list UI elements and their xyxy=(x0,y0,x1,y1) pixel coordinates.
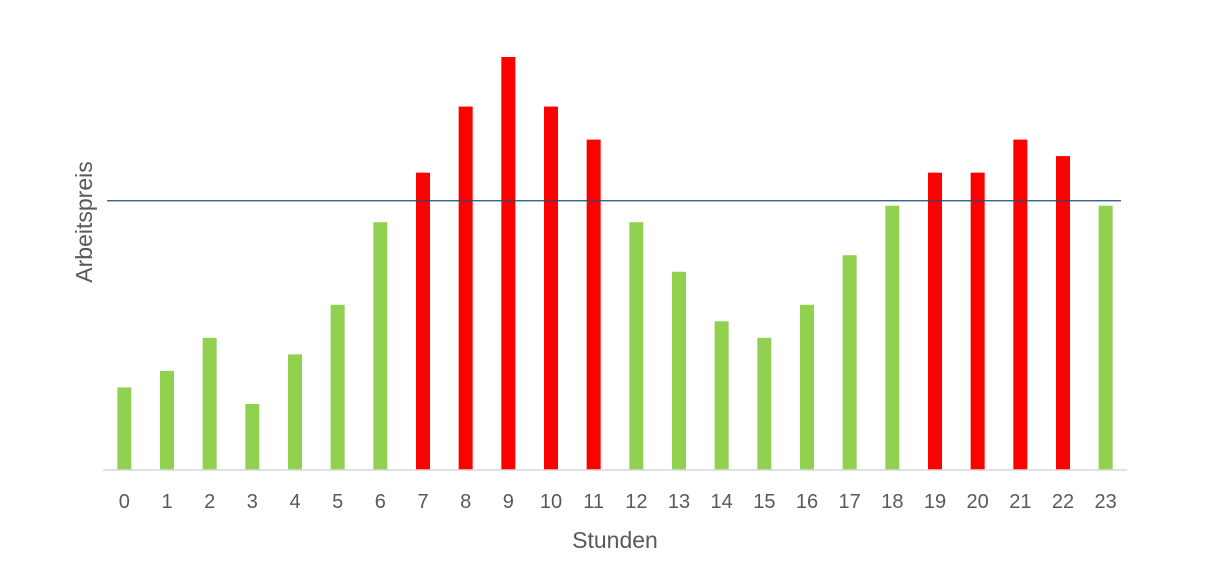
x-tick-label-19: 19 xyxy=(924,491,946,513)
x-tick-label-17: 17 xyxy=(839,491,861,513)
x-tick-label-5: 5 xyxy=(332,491,343,513)
x-tick-label-10: 10 xyxy=(540,491,562,513)
x-tick-label-8: 8 xyxy=(460,491,471,513)
bar-hour-14 xyxy=(714,321,729,470)
x-tick-label-6: 6 xyxy=(375,491,386,513)
bar-hour-21 xyxy=(1013,139,1028,470)
bar-hour-11 xyxy=(586,139,601,470)
bars-layer xyxy=(117,57,1113,470)
x-axis-title: Stunden xyxy=(572,527,658,553)
x-tick-label-13: 13 xyxy=(668,491,690,513)
bar-hour-4 xyxy=(288,354,302,470)
bar-hour-1 xyxy=(160,370,174,470)
bar-hour-9 xyxy=(501,57,516,470)
x-tick-label-3: 3 xyxy=(247,491,258,513)
x-tick-label-21: 21 xyxy=(1009,491,1031,513)
bar-hour-6 xyxy=(373,222,388,470)
x-tick-label-15: 15 xyxy=(753,491,775,513)
bar-hour-16 xyxy=(800,304,814,470)
bar-hour-17 xyxy=(842,255,857,470)
x-tick-label-20: 20 xyxy=(967,491,989,513)
y-axis-title: Arbeitspreis xyxy=(71,161,97,282)
x-tick-label-0: 0 xyxy=(119,491,130,513)
x-tick-label-12: 12 xyxy=(625,491,647,513)
x-tick-label-9: 9 xyxy=(503,491,514,513)
bar-hour-7 xyxy=(416,172,430,470)
bar-hour-0 xyxy=(117,387,132,470)
bar-hour-19 xyxy=(928,172,942,470)
x-tick-label-16: 16 xyxy=(796,491,818,513)
bar-hour-15 xyxy=(757,337,772,470)
bar-hour-18 xyxy=(885,205,900,470)
x-tick-label-7: 7 xyxy=(417,491,428,513)
x-tick-label-1: 1 xyxy=(161,491,172,513)
x-tick-label-2: 2 xyxy=(204,491,215,513)
bar-hour-22 xyxy=(1056,156,1070,470)
bar-hour-13 xyxy=(672,271,686,470)
bar-hour-12 xyxy=(629,222,644,470)
bar-hour-20 xyxy=(970,172,985,470)
x-tick-label-23: 23 xyxy=(1095,491,1117,513)
x-tick-label-18: 18 xyxy=(881,491,903,513)
bar-hour-5 xyxy=(330,304,345,470)
bar-hour-23 xyxy=(1098,205,1113,470)
bar-hour-8 xyxy=(458,106,473,470)
bar-hour-10 xyxy=(544,106,558,470)
x-tick-label-22: 22 xyxy=(1052,491,1074,513)
x-tick-label-14: 14 xyxy=(711,491,733,513)
x-tick-label-11: 11 xyxy=(583,491,604,513)
x-tick-labels: 0 1 2 3 4 5 6 7 8 9 10 11 12 13 14 15 16 17 18 19 20 21 22 23 xyxy=(119,491,1117,513)
x-tick-label-4: 4 xyxy=(289,491,300,513)
bar-hour-2 xyxy=(202,337,217,470)
bar-hour-3 xyxy=(245,403,260,470)
